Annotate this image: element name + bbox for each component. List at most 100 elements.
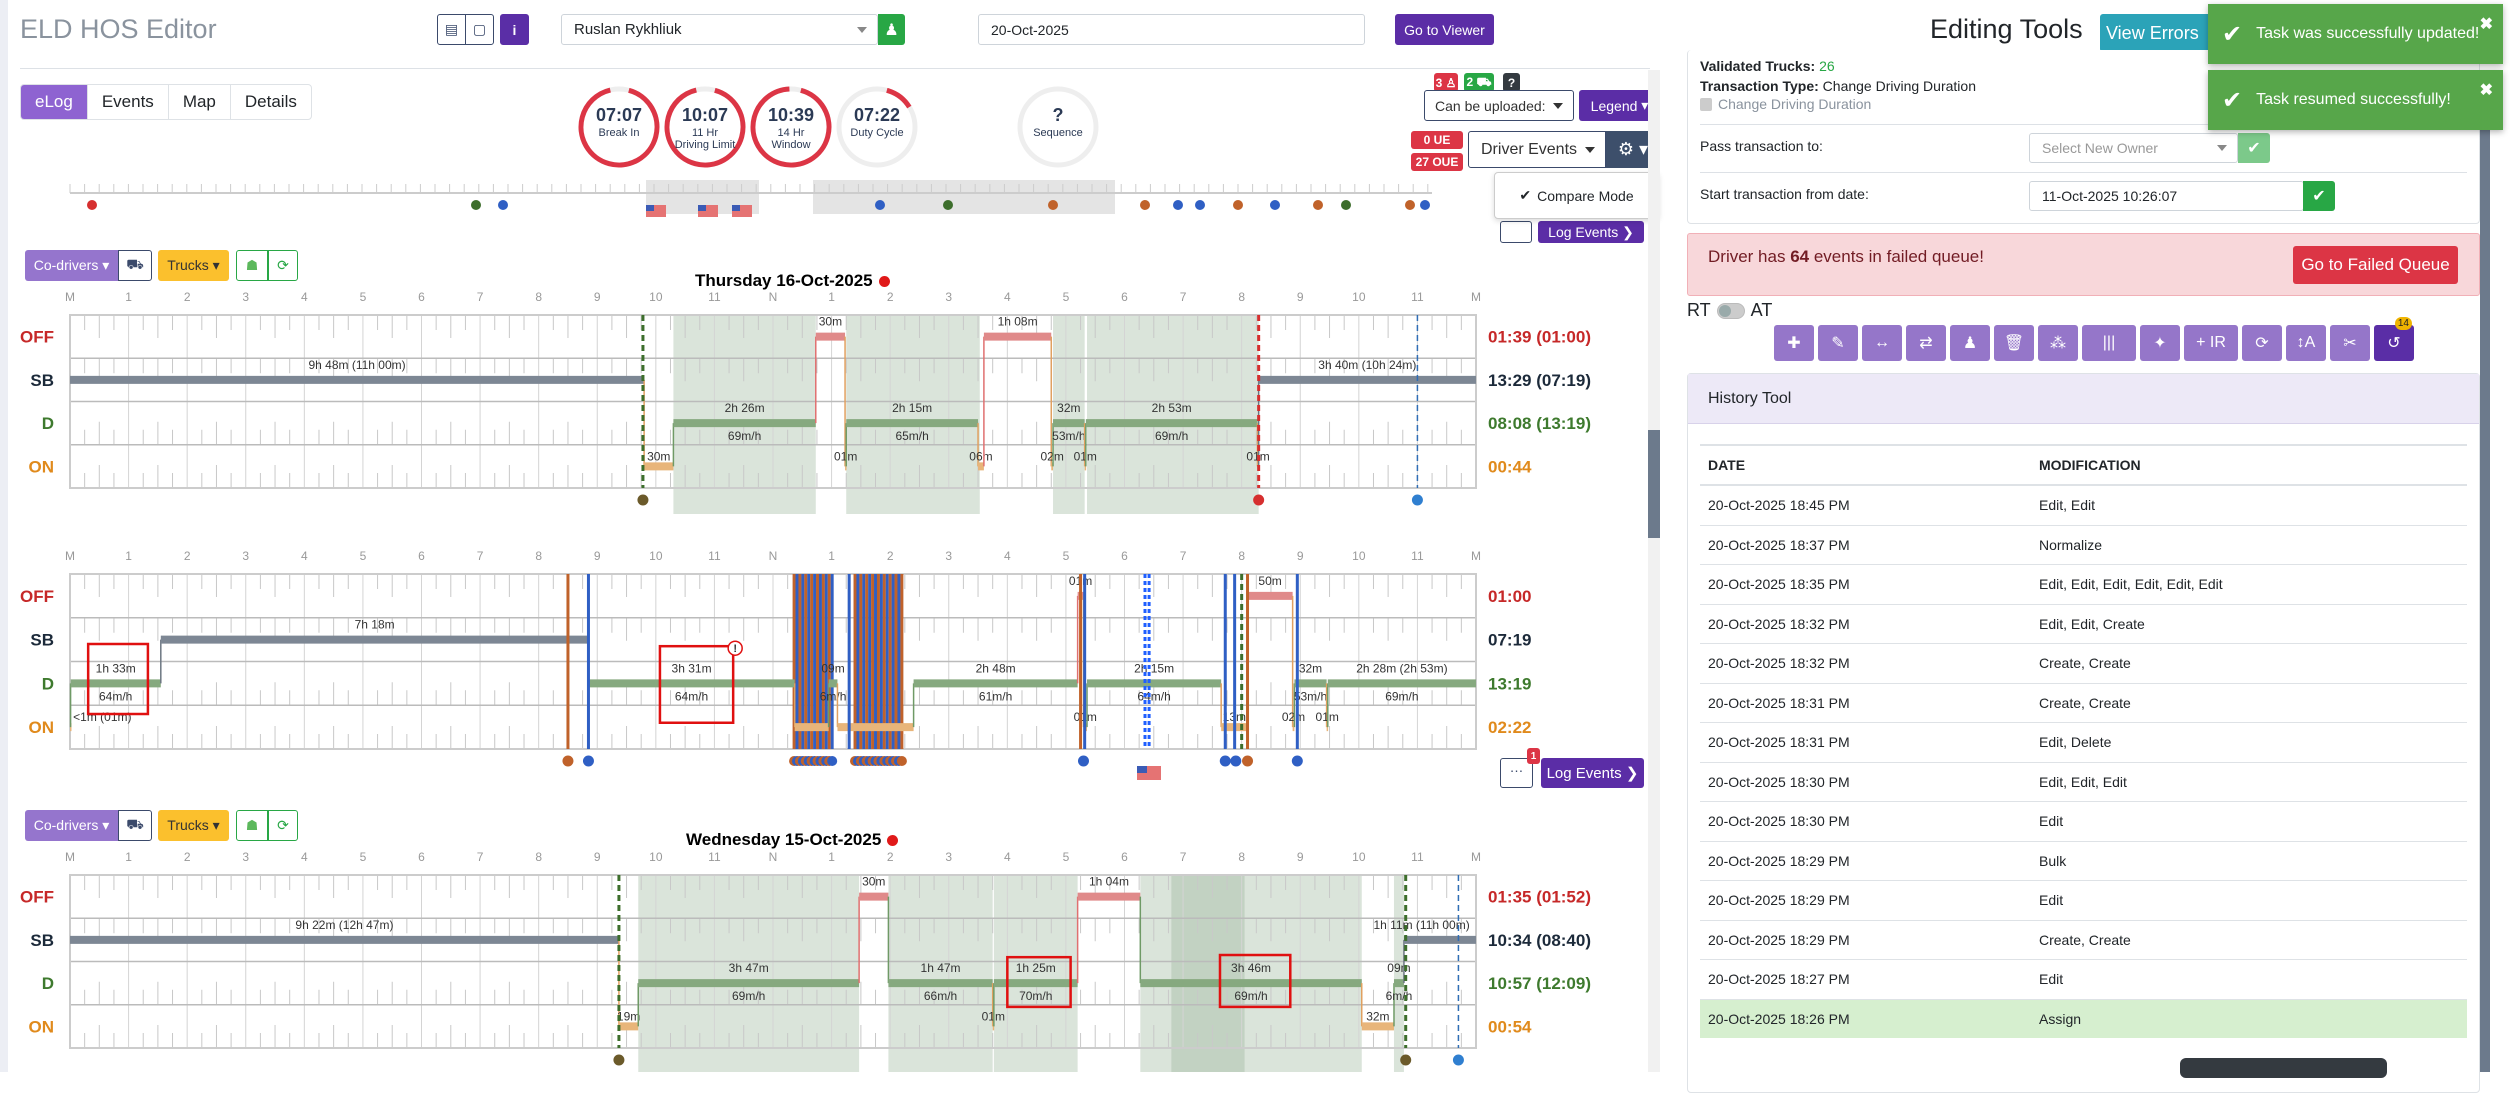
comments-button-top[interactable] <box>1500 221 1532 243</box>
add-tool-button[interactable]: ✚ <box>1774 325 1814 361</box>
history-row[interactable]: 20-Oct-2025 18:27 PM Edit <box>1700 959 2467 999</box>
shift-tool-button[interactable]: ↔ <box>1862 325 1902 361</box>
log-events-button-top[interactable]: Log Events ❯ <box>1538 221 1644 243</box>
compare-mode-menu-item[interactable]: ✔ Compare Mode <box>1494 172 1659 219</box>
upload-status-select[interactable]: Can be uploaded: <box>1424 90 1574 121</box>
history-row[interactable]: 20-Oct-2025 18:45 PM Edit, Edit <box>1700 485 2467 525</box>
history-row[interactable]: 20-Oct-2025 18:31 PM Edit, Delete <box>1700 722 2467 762</box>
floating-button[interactable] <box>2180 1058 2387 1078</box>
truck-count-badge[interactable]: 2 ⛟ <box>1464 73 1494 92</box>
history-modification: Edit, Edit <box>2039 497 2096 514</box>
main-scrollbar[interactable] <box>1648 70 1660 1072</box>
hour-label: 8 <box>1238 850 1245 864</box>
shaded-period <box>813 180 1115 214</box>
hour-label: 7 <box>477 549 484 563</box>
row-label-sb: SB <box>30 371 54 390</box>
segment-duration-label: 32m <box>1366 1009 1389 1023</box>
gauge-label-line2: Driving Limit <box>674 139 736 151</box>
history-row[interactable]: 20-Oct-2025 18:30 PM Edit, Edit, Edit <box>1700 761 2467 802</box>
segment-duration-label: 09m <box>821 661 844 675</box>
history-row[interactable]: 20-Oct-2025 18:35 PM Edit, Edit, Edit, Ed… <box>1700 564 2467 604</box>
gauge-value: 10:39 <box>767 105 815 125</box>
panel-scrollbar[interactable] <box>2480 130 2490 1072</box>
truck-icon[interactable]: ⛟ <box>118 810 152 841</box>
text-height-tool-button[interactable]: ↕A <box>2286 325 2326 361</box>
driving-period-shade <box>1140 875 1362 1072</box>
columns-tool-button[interactable]: ||| <box>2082 325 2136 361</box>
trucks-button[interactable]: Trucks ▾ <box>158 810 229 841</box>
confirm-date-button[interactable]: ✔ <box>2303 181 2335 211</box>
comments-button[interactable]: … <box>1500 758 1533 788</box>
history-tool-button[interactable]: ↺ 14 <box>2374 317 2414 361</box>
note-button[interactable]: ▢ <box>465 14 494 45</box>
go-to-viewer-button[interactable]: Go to Viewer <box>1395 14 1494 45</box>
legend-button[interactable]: Legend ▾ <box>1579 90 1660 121</box>
trucks-button[interactable]: Trucks ▾ <box>158 250 229 281</box>
history-row[interactable]: 20-Oct-2025 18:31 PM Create, Create <box>1700 682 2467 723</box>
delete-tool-button[interactable]: 🗑 <box>1994 325 2034 361</box>
document-button[interactable]: ▤ <box>437 14 466 45</box>
robot-icon[interactable]: ☗ <box>236 250 268 281</box>
history-row[interactable]: 20-Oct-2025 18:30 PM Edit <box>1700 801 2467 841</box>
co-drivers-button[interactable]: Co-drivers ▾ <box>25 810 118 841</box>
insert-ir-tool-button[interactable]: + IR <box>2184 325 2238 361</box>
start-date-input[interactable]: 11-Oct-2025 10:26:07 <box>2029 181 2304 211</box>
change-driving-duration-checkbox[interactable] <box>1700 97 1712 111</box>
status-segment-d <box>588 679 795 688</box>
close-icon[interactable]: ✖ <box>2479 82 2493 99</box>
magic-tool-button[interactable]: ✦ <box>2140 325 2180 361</box>
confirm-owner-button[interactable]: ✔ <box>2238 133 2270 163</box>
refresh-icon[interactable]: ⟳ <box>268 810 298 841</box>
segment-duration-label: 2h 15m <box>1134 661 1174 675</box>
history-modification: Create, Create <box>2039 694 2131 711</box>
co-drivers-tool-button[interactable]: ⁂ <box>2038 325 2078 361</box>
tab-elog[interactable]: eLog <box>21 85 88 119</box>
history-panel <box>1687 373 2480 1093</box>
truck-icon[interactable]: ⛟ <box>118 250 152 281</box>
segment-duration-label: 02m <box>1040 449 1063 463</box>
driver-select[interactable]: Ruslan Rykhliuk <box>561 14 878 45</box>
tab-details[interactable]: Details <box>244 92 297 111</box>
driver-count-badge[interactable]: 3 ♙ <box>1434 73 1458 92</box>
event-type-select[interactable]: Driver Events <box>1468 131 1606 168</box>
date-input[interactable]: 20-Oct-2025 <box>978 14 1365 45</box>
segment-duration-label: 9h 48m (11h 00m) <box>308 358 405 372</box>
history-row[interactable]: 20-Oct-2025 18:26 PM Assign <box>1700 998 2467 1038</box>
driver-tool-button[interactable]: ♟ <box>1950 325 1990 361</box>
main-scrollbar-thumb[interactable] <box>1648 430 1660 538</box>
tab-events[interactable]: Events <box>88 85 169 119</box>
history-row[interactable]: 20-Oct-2025 18:32 PM Create, Create <box>1700 643 2467 683</box>
history-row[interactable]: 20-Oct-2025 18:29 PM Create, Create <box>1700 919 2467 960</box>
driver-profile-button[interactable]: ♟ <box>878 14 905 45</box>
segment-duration-label: 3h 40m (10h 24m) <box>1318 358 1416 372</box>
cut-tool-button[interactable]: ✂ <box>2330 325 2370 361</box>
history-row[interactable]: 20-Oct-2025 18:29 PM Edit <box>1700 880 2467 920</box>
status-segment-sb <box>1258 375 1476 384</box>
new-owner-select[interactable]: Select New Owner <box>2029 133 2238 163</box>
swap-tool-button[interactable]: ⇄ <box>1906 325 1946 361</box>
row-total-off: 01:00 <box>1488 587 1531 606</box>
grid-border <box>69 573 1477 750</box>
refresh-tool-button[interactable]: ⟳ <box>2242 325 2282 361</box>
history-row[interactable]: 20-Oct-2025 18:29 PM Bulk <box>1700 840 2467 881</box>
history-row[interactable]: 20-Oct-2025 18:37 PM Normalize <box>1700 524 2467 565</box>
go-to-failed-queue-button[interactable]: Go to Failed Queue <box>2293 246 2458 284</box>
event-marker-icon <box>1253 494 1265 506</box>
help-badge[interactable]: ? <box>1503 73 1520 92</box>
history-modification: Edit <box>2039 813 2064 830</box>
robot-icon[interactable]: ☗ <box>236 810 268 841</box>
refresh-icon[interactable]: ⟳ <box>268 250 298 281</box>
close-icon[interactable]: ✖ <box>2479 16 2493 33</box>
segment-duration-label: 50m <box>1258 574 1281 588</box>
rt-at-toggle[interactable] <box>1716 302 1745 319</box>
log-events-button[interactable]: Log Events ❯ <box>1541 758 1644 788</box>
event-icon <box>1420 200 1430 210</box>
chevron-down-icon <box>1585 146 1595 153</box>
edit-tool-button[interactable]: ✎ <box>1818 325 1858 361</box>
gauge-duty-cycle: 07:22 Duty Cycle <box>835 85 919 169</box>
co-drivers-button[interactable]: Co-drivers ▾ <box>25 250 118 281</box>
tab-map[interactable]: Map <box>169 85 231 119</box>
info-button[interactable]: i <box>500 14 529 45</box>
history-row[interactable]: 20-Oct-2025 18:32 PM Edit, Edit, Create <box>1700 603 2467 644</box>
